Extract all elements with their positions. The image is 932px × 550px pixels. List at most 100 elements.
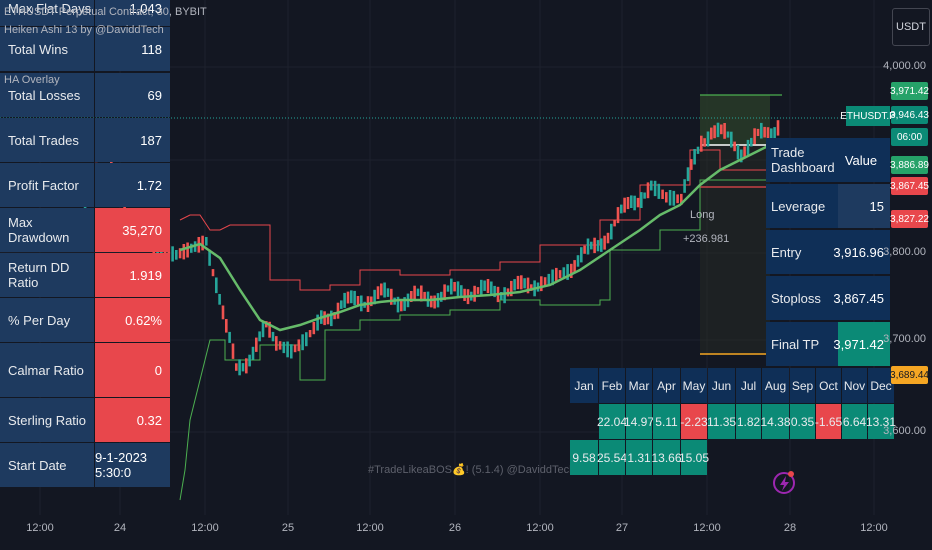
dashboard-value: 3,971.42 — [833, 322, 890, 366]
candle — [610, 223, 613, 240]
symbol-tag: ETHUSDT.P — [840, 106, 896, 126]
legend-indicator[interactable]: Heiken Ashi 13 by @DaviddTech — [4, 24, 164, 36]
candle — [640, 192, 643, 208]
stats-value: 1.919 — [95, 253, 170, 297]
candle — [676, 194, 679, 204]
candle — [646, 182, 650, 199]
month-value: 1.82 — [736, 404, 761, 439]
candle — [720, 124, 723, 135]
candle — [473, 285, 476, 302]
stats-label: Max Flat Days — [0, 0, 95, 26]
candle — [175, 250, 178, 260]
month-header: Sep — [790, 368, 815, 403]
legend-symbol[interactable]: ETHUSDT Perpetual Contract, 30, BYBIT — [4, 6, 207, 18]
candle — [278, 341, 282, 350]
stats-row: Total Wins 118 — [0, 27, 170, 71]
month-value: 9.58 — [570, 440, 598, 475]
candle — [305, 332, 308, 347]
candle — [456, 281, 460, 296]
candle — [323, 311, 326, 326]
candle — [235, 363, 238, 371]
candle — [186, 242, 189, 258]
month-header: Nov — [842, 368, 867, 403]
watermark: #TradeLikeaBOS💰! (5.1.4) @DaviddTech — [368, 463, 575, 476]
candle — [261, 321, 265, 338]
candle — [258, 331, 261, 342]
candle — [760, 122, 763, 139]
candle — [613, 219, 616, 227]
stats-row: Max Drawdown 35,270 — [0, 208, 170, 252]
candle — [551, 269, 554, 286]
candle — [308, 330, 312, 338]
candle — [373, 289, 376, 305]
month-value: 25.54 — [597, 440, 627, 475]
dashboard-label: Entry — [766, 230, 838, 274]
month-value: -1.65 — [815, 404, 842, 439]
candle — [766, 127, 770, 141]
candle — [503, 287, 506, 304]
symbol-tag-label: ETHUSDT.P — [840, 110, 896, 122]
stats-row: % Per Day 0.62% — [0, 298, 170, 342]
currency-button[interactable]: USDT — [892, 8, 930, 46]
candle — [661, 189, 664, 199]
month-value: 22.04 — [597, 404, 627, 439]
candle — [346, 291, 350, 304]
candle — [178, 248, 182, 259]
candle — [297, 339, 301, 352]
lightning-icon[interactable] — [773, 471, 795, 494]
price-tag: 3,827.22 — [890, 210, 929, 228]
candle — [228, 331, 231, 343]
candle — [723, 123, 726, 139]
price-tag: 3,689.44 — [890, 366, 929, 384]
candle — [703, 138, 706, 147]
currency-label: USDT — [896, 21, 926, 33]
candle — [630, 195, 633, 208]
candle — [333, 312, 336, 320]
candle — [251, 346, 255, 360]
candle — [420, 285, 423, 302]
candle — [573, 260, 576, 274]
candle — [245, 358, 248, 374]
stats-label: Calmar Ratio — [0, 343, 95, 397]
time-axis-label: 12:00 — [860, 522, 888, 534]
dashboard-row: Stoploss 3,867.45 — [766, 276, 890, 320]
candle — [513, 279, 516, 291]
trade-label-long: Long — [690, 209, 714, 221]
candle — [410, 291, 413, 302]
legend-overlay[interactable]: HA Overlay — [4, 74, 60, 86]
dashboard-value: 3,916.96 — [833, 230, 890, 274]
candle — [593, 237, 596, 254]
stats-row: Return DD Ratio 1.919 — [0, 253, 170, 297]
candle — [446, 285, 450, 292]
candle — [696, 146, 700, 154]
candle — [480, 279, 483, 296]
candle — [396, 296, 400, 313]
stats-label: Start Date — [0, 443, 95, 487]
stats-label: Total Losses — [0, 73, 95, 117]
stats-row: Calmar Ratio 0 — [0, 343, 170, 397]
candle — [340, 300, 343, 309]
dashboard-header-label: Trade Dashboard — [766, 138, 838, 182]
candle — [453, 282, 456, 292]
month-value: 5.11 — [653, 404, 680, 439]
candle — [756, 128, 760, 136]
month-header: May — [681, 368, 707, 403]
candle — [672, 190, 676, 206]
candle — [746, 139, 750, 155]
month-value: 0.35 — [790, 404, 815, 439]
candle — [562, 267, 566, 279]
candle — [626, 197, 630, 210]
candle — [450, 278, 453, 295]
candle — [370, 296, 373, 307]
candle — [205, 237, 208, 246]
candle — [350, 290, 353, 304]
month-header: Jun — [708, 368, 735, 403]
candle — [201, 235, 204, 251]
stats-row: Max Flat Days 1,043 — [0, 0, 170, 26]
stats-value: 9-1-2023 5:30:0 — [95, 443, 170, 487]
candle — [330, 310, 333, 327]
candle — [576, 255, 580, 267]
candle — [433, 295, 436, 309]
stats-row: Start Date 9-1-2023 5:30:0 — [0, 443, 170, 487]
candle — [500, 292, 503, 300]
